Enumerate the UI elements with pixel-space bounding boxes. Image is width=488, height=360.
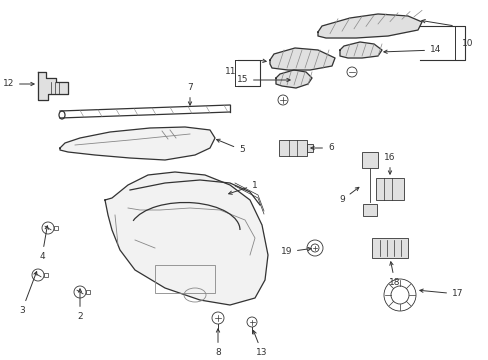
Text: 13: 13 (253, 330, 267, 357)
Text: 17: 17 (419, 289, 463, 298)
Bar (306, 144, 312, 152)
Text: 15: 15 (236, 76, 289, 85)
Polygon shape (317, 14, 421, 38)
Bar (155, 265, 215, 293)
Bar (371, 238, 407, 258)
Text: 12: 12 (2, 80, 34, 89)
Text: 8: 8 (215, 329, 221, 357)
Polygon shape (38, 72, 68, 100)
Polygon shape (105, 172, 267, 305)
Text: 2: 2 (77, 289, 82, 321)
Text: 18: 18 (388, 262, 400, 287)
Text: 1: 1 (228, 180, 257, 194)
Bar (362, 204, 376, 216)
Polygon shape (60, 127, 215, 160)
Text: 4: 4 (39, 226, 48, 261)
Text: 5: 5 (216, 139, 244, 154)
Polygon shape (339, 42, 381, 58)
Bar (361, 152, 377, 168)
Text: 11: 11 (224, 68, 236, 77)
Bar (279, 140, 306, 156)
Bar (86, 290, 90, 294)
Bar (375, 178, 403, 200)
Text: 19: 19 (280, 247, 310, 256)
Text: 6: 6 (310, 144, 333, 153)
Text: 3: 3 (19, 271, 37, 315)
Text: 7: 7 (187, 83, 192, 105)
Polygon shape (269, 48, 334, 70)
Text: 10: 10 (461, 40, 472, 49)
Text: 14: 14 (383, 45, 441, 54)
Polygon shape (275, 70, 311, 88)
Text: 16: 16 (384, 153, 395, 174)
Text: 9: 9 (339, 187, 358, 204)
Bar (44, 273, 48, 277)
Bar (54, 226, 58, 230)
